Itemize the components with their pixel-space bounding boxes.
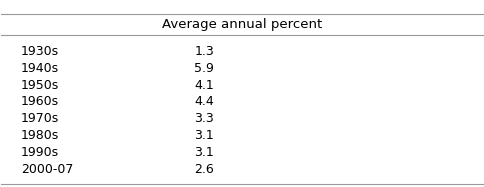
Text: 1.3: 1.3 xyxy=(194,45,213,58)
Text: 4.1: 4.1 xyxy=(194,79,213,91)
Text: 5.9: 5.9 xyxy=(194,62,214,75)
Text: 1950s: 1950s xyxy=(21,79,59,91)
Text: 1960s: 1960s xyxy=(21,96,59,108)
Text: 1970s: 1970s xyxy=(21,112,59,125)
Text: 3.1: 3.1 xyxy=(194,146,213,159)
Text: Average annual percent: Average annual percent xyxy=(162,18,322,31)
Text: 1930s: 1930s xyxy=(21,45,59,58)
Text: 2.6: 2.6 xyxy=(194,163,213,176)
Text: 1990s: 1990s xyxy=(21,146,59,159)
Text: 1980s: 1980s xyxy=(21,129,59,142)
Text: 3.3: 3.3 xyxy=(194,112,213,125)
Text: 4.4: 4.4 xyxy=(194,96,213,108)
Text: 2000-07: 2000-07 xyxy=(21,163,73,176)
Text: 3.1: 3.1 xyxy=(194,129,213,142)
Text: 1940s: 1940s xyxy=(21,62,59,75)
